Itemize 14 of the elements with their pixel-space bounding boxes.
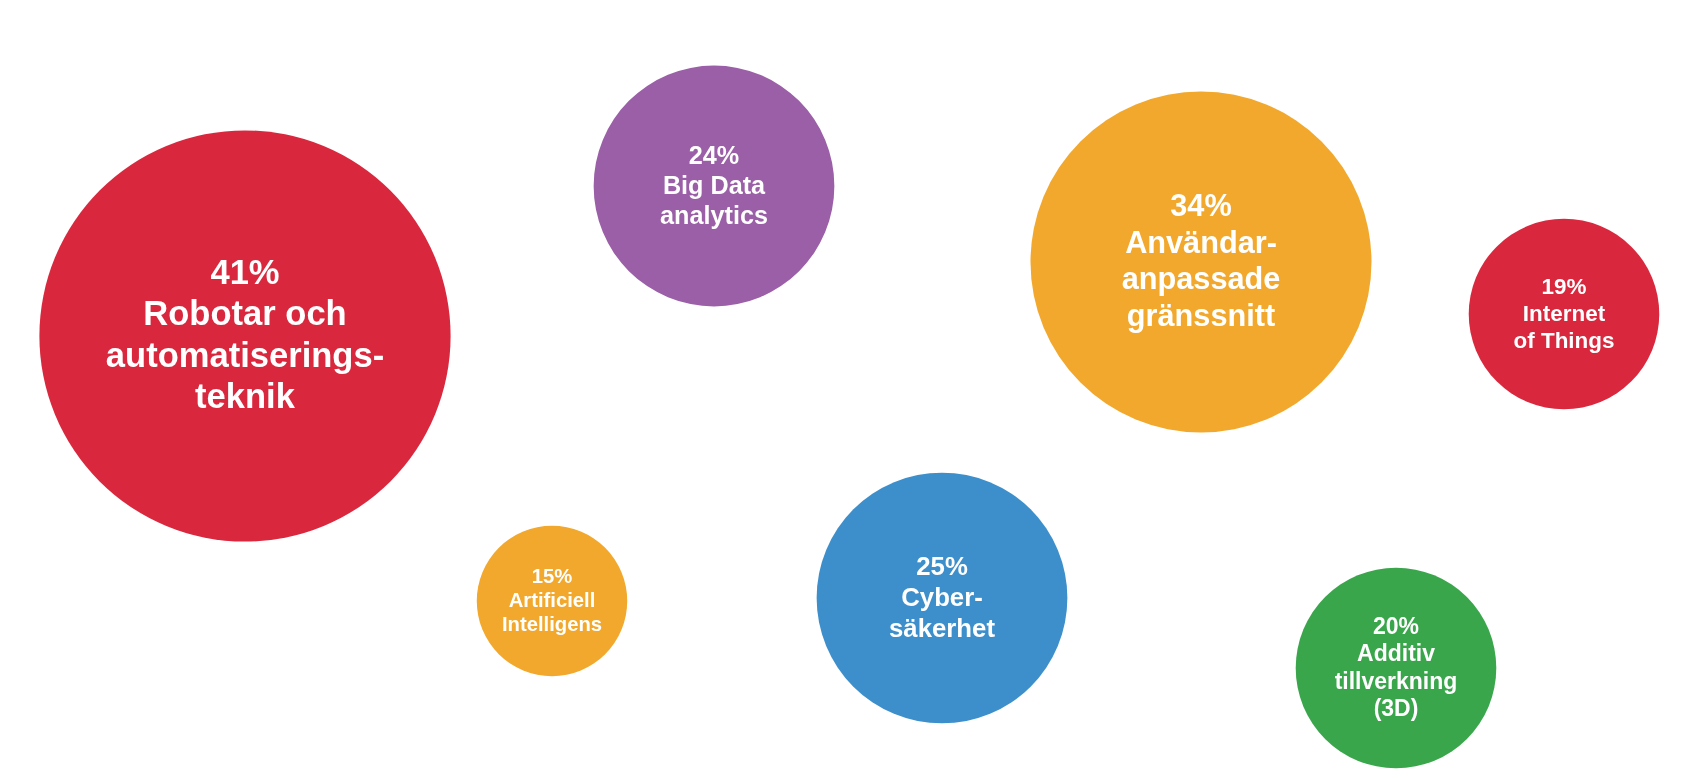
category-label: Internet of Things — [1513, 301, 1615, 353]
category-label: Artificiell Intelligens — [501, 589, 603, 636]
data-label: 24% — [688, 140, 740, 169]
data-label: 34% — [1170, 187, 1232, 223]
category-label: Robotar och automatiserings- teknik — [105, 294, 385, 416]
category-label: Cyber- säkerhet — [889, 583, 996, 642]
category-label: Big Data analytics — [660, 171, 768, 230]
data-label: 25% — [916, 552, 968, 581]
data-label: 41% — [210, 252, 280, 291]
data-label: 19% — [1541, 274, 1587, 300]
data-label: 20% — [1372, 612, 1420, 639]
category-label: Additiv tillverkning (3D) — [1334, 640, 1458, 722]
data-label: 15% — [531, 564, 573, 587]
category-label: Användar- anpassade gränssnitt — [1121, 224, 1281, 334]
